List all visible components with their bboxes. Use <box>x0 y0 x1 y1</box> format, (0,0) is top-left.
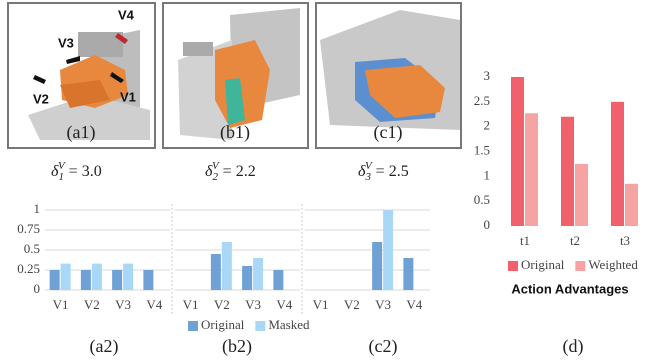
legend-label: Weighted <box>588 257 638 272</box>
x-tick-label: V4 <box>406 297 422 312</box>
x-tick-label: V1 <box>183 297 199 312</box>
y-tick-label: 0.25 <box>17 261 40 276</box>
y-tick-label: 0.5 <box>474 192 490 207</box>
bar <box>143 270 153 290</box>
bar <box>81 270 91 290</box>
formula: δ1V = 3.0 <box>51 160 102 183</box>
x-tick-label: V3 <box>245 297 261 312</box>
bar <box>222 242 232 290</box>
formula-sub: 3 <box>364 171 371 183</box>
x-tick-label: V2 <box>84 297 100 312</box>
y-tick-label: 3 <box>484 68 491 83</box>
bar <box>511 77 524 226</box>
render-c1: (c1) <box>316 3 461 148</box>
legend-label: Original <box>201 317 245 332</box>
legend-swatch <box>575 261 585 271</box>
bar <box>575 164 588 226</box>
render-a1: V4 V3 V2 V1 (a1) <box>8 3 155 148</box>
y-tick-label: 0.75 <box>17 221 40 236</box>
x-axis-label: Action Advantages <box>511 281 628 296</box>
formula-sub: 1 <box>58 171 64 183</box>
bar <box>211 254 221 290</box>
render-b1: (b1) <box>163 3 308 148</box>
y-tick-label: 2.5 <box>474 93 490 108</box>
bar <box>372 242 382 290</box>
y-tick-label: 1 <box>34 201 41 216</box>
panel-caption: (b1) <box>220 122 250 143</box>
view-label: V4 <box>118 7 135 22</box>
bar <box>253 258 263 290</box>
x-tick-label: V1 <box>53 297 69 312</box>
x-tick-label: V2 <box>344 297 360 312</box>
legend-swatch <box>188 321 198 331</box>
panel-caption: (d) <box>563 336 584 357</box>
y-tick-label: 0 <box>34 281 41 296</box>
formula-sub: 2 <box>212 171 218 183</box>
panel-caption: (a1) <box>67 122 96 143</box>
legend-label: Masked <box>268 317 310 332</box>
x-tick-label: V2 <box>214 297 230 312</box>
view-label: V3 <box>58 35 74 50</box>
figure: V4 V3 V2 V1 (a1) (b1) (c1) δ1V = 3.0 δ2V … <box>0 0 667 362</box>
x-tick-label: V3 <box>115 297 131 312</box>
x-tick-label: V1 <box>313 297 329 312</box>
bar <box>403 258 413 290</box>
bar <box>242 266 252 290</box>
x-tick-label: V4 <box>146 297 162 312</box>
bar <box>611 102 624 226</box>
x-tick-label: t1 <box>520 233 530 248</box>
y-tick-label: 1 <box>484 167 491 182</box>
formulas: δ1V = 3.0 δ2V = 2.2 δ3V = 2.5 <box>51 160 409 183</box>
bar <box>112 270 122 290</box>
bar <box>50 270 60 290</box>
y-tick-label: 0 <box>484 217 491 232</box>
bar <box>383 210 393 290</box>
panel-caption: (c2) <box>369 336 398 357</box>
legend-label: Original <box>521 257 565 272</box>
formula-rhs: = 3.0 <box>65 163 102 180</box>
formula-rhs: = 2.5 <box>372 163 409 180</box>
bar <box>123 264 133 290</box>
view-label: V1 <box>120 89 136 104</box>
x-tick-label: t3 <box>620 233 630 248</box>
x-tick-label: V3 <box>375 297 391 312</box>
legend-swatch <box>255 321 265 331</box>
x-tick-label: t2 <box>570 233 580 248</box>
bar <box>525 113 538 226</box>
bar <box>92 264 102 290</box>
panel-caption: (a2) <box>90 336 119 357</box>
view-label: V2 <box>33 91 49 106</box>
y-tick-label: 0.5 <box>24 241 40 256</box>
formula-rhs: = 2.2 <box>219 163 256 180</box>
y-tick-label: 2 <box>484 118 491 133</box>
bar <box>273 270 283 290</box>
x-tick-label: V4 <box>276 297 292 312</box>
panel-caption: (c1) <box>374 122 403 143</box>
y-tick-label: 1.5 <box>474 142 490 157</box>
formula: δ2V = 2.2 <box>205 160 256 183</box>
panel-caption: (b2) <box>222 336 252 357</box>
legend-swatch <box>508 261 518 271</box>
bar <box>625 184 638 226</box>
bar <box>561 117 574 226</box>
bar <box>61 264 71 290</box>
formula: δ3V = 2.5 <box>358 160 409 183</box>
